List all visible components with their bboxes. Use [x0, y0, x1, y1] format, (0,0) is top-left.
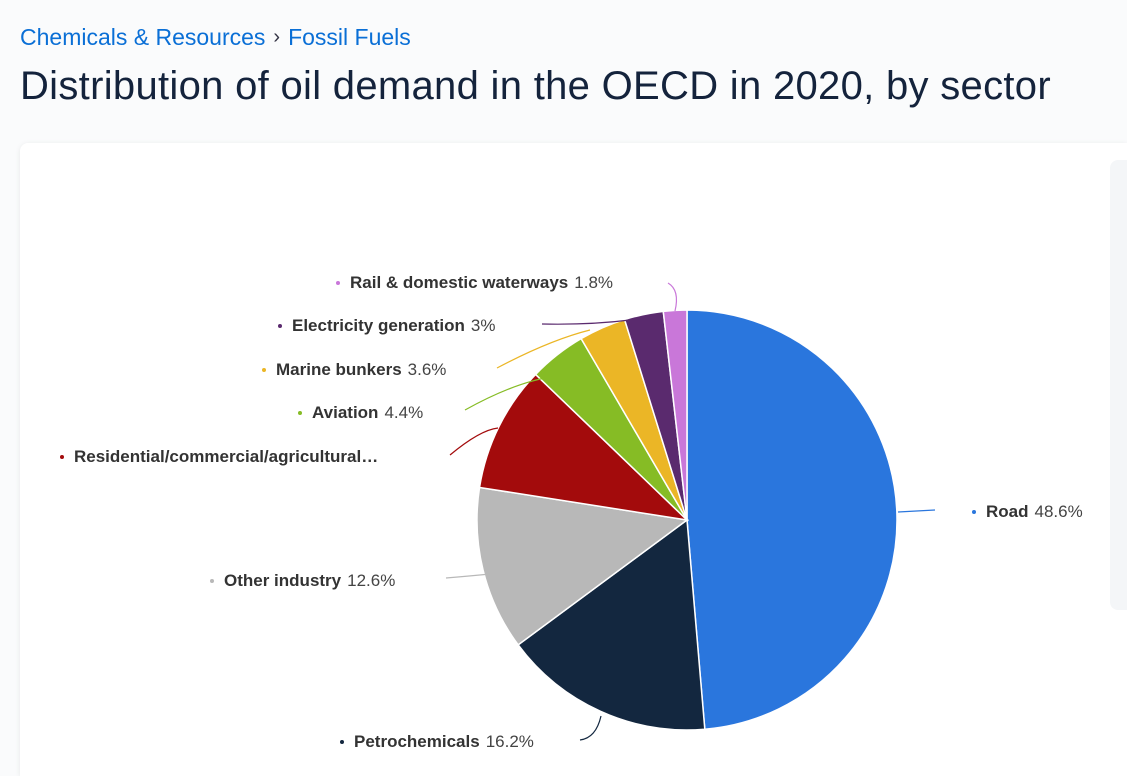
label-value-road: 48.6%	[1035, 502, 1083, 521]
label-value-electricity-generation: 3%	[471, 316, 496, 335]
data-label-other-industry: Other industry 12.6%	[210, 571, 395, 590]
legend-dot-residential-commercial-agricultural	[60, 455, 64, 459]
label-name-electricity-generation: Electricity generation	[292, 316, 465, 335]
label-name-residential-commercial-agricultural: Residential/commercial/agricultural…	[74, 447, 378, 466]
label-text-marine-bunkers: Marine bunkers 3.6%	[276, 360, 446, 379]
label-name-road: Road	[986, 502, 1029, 521]
label-name-aviation: Aviation	[312, 403, 378, 422]
breadcrumb-separator: ›	[273, 26, 281, 48]
leader-line-petrochemicals	[579, 715, 602, 741]
label-value-marine-bunkers: 3.6%	[408, 360, 447, 379]
legend-dot-marine-bunkers	[262, 368, 266, 372]
data-label-aviation: Aviation 4.4%	[298, 403, 423, 422]
side-panel-edge	[1110, 160, 1127, 610]
breadcrumb-link-chemicals-resources[interactable]: Chemicals & Resources	[20, 24, 266, 50]
label-text-petrochemicals: Petrochemicals 16.2%	[354, 732, 534, 751]
label-text-road: Road 48.6%	[986, 502, 1083, 521]
leader-line-other-industry	[445, 573, 491, 579]
pie-slice-residential-commercial-agricultural[interactable]	[478, 373, 690, 522]
leader-line-road	[897, 509, 936, 513]
label-name-other-industry: Other industry	[224, 571, 342, 590]
label-value-other-industry: 12.6%	[347, 571, 395, 590]
breadcrumb-link-fossil-fuels[interactable]: Fossil Fuels	[288, 24, 411, 50]
legend-dot-electricity-generation	[278, 324, 282, 328]
leader-line-electricity-generation	[541, 319, 631, 325]
legend-dot-other-industry	[210, 579, 214, 583]
data-label-marine-bunkers: Marine bunkers 3.6%	[262, 360, 446, 379]
leader-line-marine-bunkers	[496, 329, 591, 369]
label-text-electricity-generation: Electricity generation 3%	[292, 316, 495, 335]
label-value-rail-domestic-waterways: 1.8%	[574, 273, 613, 292]
data-label-rail-domestic-waterways: Rail & domestic waterways 1.8%	[336, 273, 613, 292]
data-label-electricity-generation: Electricity generation 3%	[278, 316, 495, 335]
data-label-road: Road 48.6%	[972, 502, 1083, 521]
leader-line-residential-commercial-agricultural	[449, 427, 499, 456]
label-value-petrochemicals: 16.2%	[486, 732, 534, 751]
pie-slice-road[interactable]	[686, 309, 898, 731]
legend-dot-aviation	[298, 411, 302, 415]
legend-dot-road	[972, 510, 976, 514]
label-name-rail-domestic-waterways: Rail & domestic waterways	[350, 273, 568, 292]
page-title: Distribution of oil demand in the OECD i…	[20, 64, 1051, 108]
data-label-petrochemicals: Petrochemicals 16.2%	[340, 732, 534, 751]
pie-slice-petrochemicals[interactable]	[517, 518, 706, 731]
label-text-aviation: Aviation 4.4%	[312, 403, 423, 422]
leader-line-rail-domestic-waterways	[667, 282, 678, 312]
data-label-residential-commercial-agricultural: Residential/commercial/agricultural…	[60, 447, 378, 466]
label-text-other-industry: Other industry 12.6%	[224, 571, 395, 590]
breadcrumb: Chemicals & Resources › Fossil Fuels	[20, 24, 411, 51]
label-value-aviation: 4.4%	[384, 403, 423, 422]
label-text-rail-domestic-waterways: Rail & domestic waterways 1.8%	[350, 273, 613, 292]
legend-dot-petrochemicals	[340, 740, 344, 744]
label-name-marine-bunkers: Marine bunkers	[276, 360, 402, 379]
label-text-residential-commercial-agricultural: Residential/commercial/agricultural…	[74, 447, 378, 466]
pie-slice-other-industry[interactable]	[476, 486, 689, 646]
leader-line-aviation	[464, 377, 546, 411]
legend-dot-rail-domestic-waterways	[336, 281, 340, 285]
label-name-petrochemicals: Petrochemicals	[354, 732, 480, 751]
